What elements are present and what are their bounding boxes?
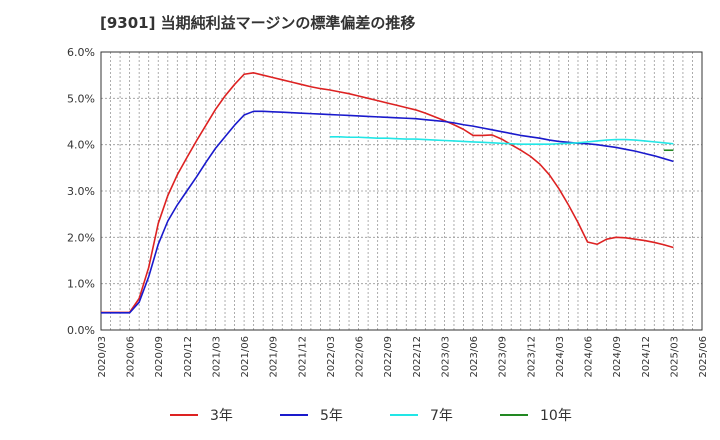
series-line-3 [329, 135, 674, 145]
y-tick-label: 2.0% [67, 231, 95, 244]
x-tick-label: 2021/03 [211, 336, 222, 378]
x-tick-label: 2024/12 [641, 336, 652, 378]
x-tick-label: 2020/06 [126, 336, 137, 378]
legend-label-3: 7年 [430, 408, 453, 424]
x-tick-label: 2024/03 [555, 336, 566, 378]
series-line-1 [101, 72, 674, 314]
y-tick-label: 4.0% [67, 139, 95, 152]
legend-label-1: 3年 [210, 408, 233, 424]
chart-title: [9301] 当期純利益マージンの標準偏差の推移 [100, 14, 416, 32]
x-axis-ticks: 2020/03 2020/06 2020/09 2020/12 2021/03 2021/… [97, 336, 709, 378]
legend-label-4: 10年 [540, 408, 572, 424]
y-axis-ticks: 0.0% 1.0% 2.0% 3.0% 4.0% 5.0% 6.0% [67, 46, 95, 337]
grid [100, 51, 703, 331]
x-tick-label: 2022/06 [355, 336, 366, 378]
x-tick-label: 2023/12 [526, 336, 537, 378]
x-tick-label: 2025/03 [669, 336, 680, 378]
y-tick-label: 0.0% [67, 324, 95, 337]
legend-label-2: 5年 [320, 408, 343, 424]
x-tick-label: 2022/03 [326, 336, 337, 378]
x-tick-label: 2020/09 [154, 336, 165, 378]
series-lines [101, 72, 674, 314]
x-tick-label: 2024/06 [584, 336, 595, 378]
x-tick-label: 2024/09 [612, 336, 623, 378]
plot-frame [100, 51, 703, 331]
x-tick-label: 2023/06 [469, 336, 480, 378]
y-tick-label: 3.0% [67, 185, 95, 198]
x-tick-label: 2023/03 [440, 336, 451, 378]
x-tick-label: 2022/12 [412, 336, 423, 378]
x-tick-label: 2020/12 [183, 336, 194, 378]
y-tick-label: 1.0% [67, 278, 95, 291]
y-tick-label: 6.0% [67, 46, 95, 59]
x-tick-label: 2022/09 [383, 336, 394, 378]
x-tick-label: 2025/06 [698, 336, 709, 378]
x-tick-label: 2021/06 [240, 336, 251, 378]
y-tick-label: 5.0% [67, 92, 95, 105]
x-tick-label: 2020/03 [97, 336, 108, 378]
x-tick-label: 2021/12 [297, 336, 308, 378]
legend: 3年 5年 7年 10年 [170, 408, 572, 424]
x-tick-label: 2021/09 [269, 336, 280, 378]
x-tick-label: 2023/09 [498, 336, 509, 378]
